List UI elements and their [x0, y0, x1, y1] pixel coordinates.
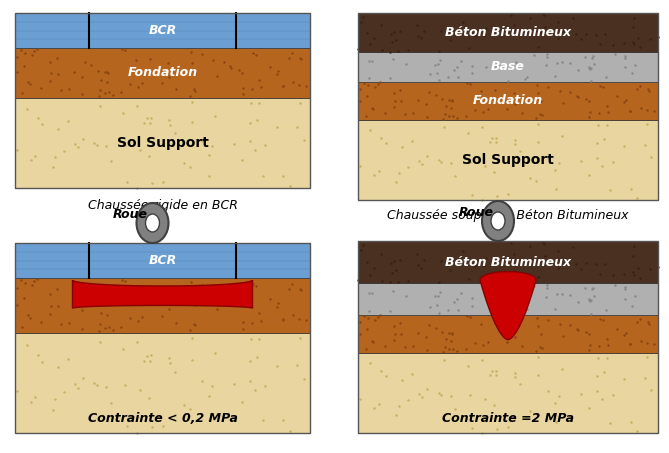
Bar [15, 48, 310, 98]
Bar [358, 52, 658, 82]
Bar [15, 278, 310, 333]
Text: Béton Bitumineux: Béton Bitumineux [445, 255, 571, 269]
Text: BCR: BCR [149, 254, 177, 267]
Bar [15, 243, 310, 278]
Text: BCR: BCR [149, 24, 177, 37]
Text: Chaussée souple en Béton Bitumineux: Chaussée souple en Béton Bitumineux [387, 209, 629, 222]
Bar [358, 241, 658, 433]
Bar [358, 353, 658, 433]
Text: Contrainte =2 MPa: Contrainte =2 MPa [442, 413, 574, 425]
Bar [358, 13, 658, 200]
Text: Sol Support: Sol Support [116, 136, 209, 150]
Ellipse shape [482, 201, 514, 241]
Bar [358, 315, 658, 353]
Bar [15, 333, 310, 433]
Ellipse shape [145, 214, 159, 232]
Polygon shape [480, 272, 536, 340]
Bar [358, 13, 658, 52]
Bar [358, 241, 658, 283]
Text: Chaussée rigide en BCR: Chaussée rigide en BCR [88, 198, 237, 212]
Bar [15, 243, 310, 433]
Bar [358, 82, 658, 120]
Ellipse shape [136, 203, 169, 243]
Text: Béton Bitumineux: Béton Bitumineux [445, 26, 571, 39]
Bar [358, 120, 658, 200]
Polygon shape [72, 280, 252, 308]
Bar [15, 13, 310, 48]
Text: Fondation: Fondation [473, 95, 543, 107]
Bar [358, 283, 658, 315]
Text: Roue: Roue [458, 207, 494, 220]
Bar [15, 13, 310, 188]
Text: Roue: Roue [113, 208, 148, 222]
Text: Base: Base [491, 61, 525, 73]
Text: Fondation: Fondation [127, 67, 197, 79]
Text: Contrainte < 0,2 MPa: Contrainte < 0,2 MPa [88, 413, 237, 425]
Bar [15, 98, 310, 188]
Ellipse shape [491, 212, 505, 230]
Text: Sol Support: Sol Support [462, 153, 554, 167]
